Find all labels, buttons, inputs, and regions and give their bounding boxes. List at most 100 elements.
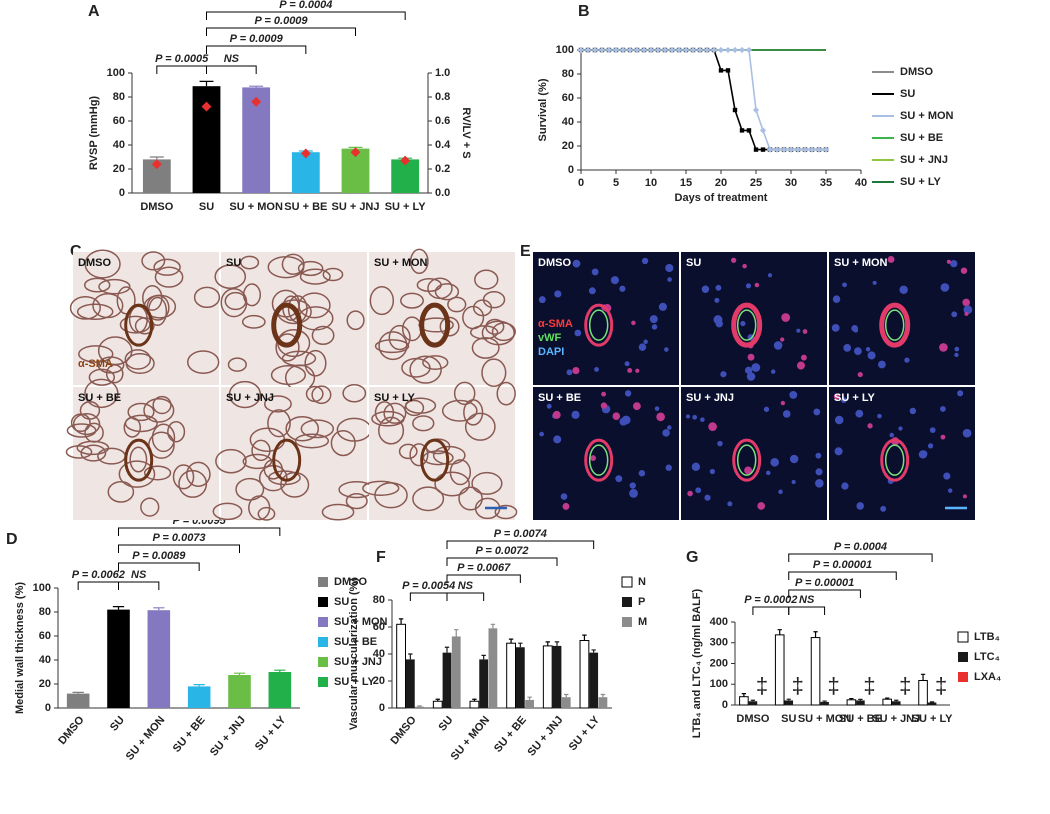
- vessel: [272, 438, 302, 482]
- error-bar: [822, 700, 827, 702]
- alveolus: [453, 381, 476, 406]
- error-bar: [600, 693, 606, 698]
- y-tick-label: 100: [556, 44, 574, 56]
- alveolus: [212, 502, 243, 521]
- significance-label: NS: [458, 580, 474, 592]
- alveolus: [116, 286, 136, 315]
- significance-bracket: [206, 11, 406, 20]
- nucleus: [796, 328, 801, 333]
- nucleus: [572, 366, 580, 375]
- significance-label: P = 0.0009: [254, 15, 308, 27]
- bar: [432, 700, 443, 709]
- alveolus: [118, 460, 156, 488]
- panel-letter: B: [578, 3, 590, 20]
- nucleus: [624, 390, 632, 397]
- y-tick-label: 100: [107, 67, 125, 79]
- alveolus: [172, 464, 195, 490]
- significance-bracket: [409, 592, 448, 601]
- alveolus: [83, 277, 111, 293]
- bar: [542, 645, 553, 709]
- alveolus: [297, 260, 324, 277]
- alveolus: [275, 333, 300, 362]
- nucleus: [742, 263, 747, 269]
- significance-label: P = 0.0062: [72, 569, 125, 581]
- point-marker: [739, 128, 745, 133]
- significance-bracket: [206, 27, 356, 36]
- tile-label: SU + MON: [834, 257, 888, 269]
- point-marker: [738, 46, 746, 54]
- bar: [810, 637, 821, 706]
- nucleus: [590, 455, 597, 462]
- x-axis-label: Days of treatment: [675, 192, 768, 204]
- significance-bracket: [206, 65, 257, 74]
- nucleus: [654, 406, 660, 411]
- nucleus: [624, 361, 630, 367]
- y2-tick-label: 0.0: [435, 187, 450, 199]
- nucleus: [619, 285, 626, 292]
- y2-tick-label: 0.2: [435, 163, 450, 175]
- tile-label: SU + BE: [78, 392, 121, 404]
- nucleus: [843, 344, 852, 352]
- significance-label: P = 0.0002: [744, 594, 797, 606]
- tile-label: DMSO: [538, 257, 571, 269]
- point-marker: [724, 46, 732, 54]
- x-tick-label: SU + JNJ: [208, 714, 248, 758]
- y-tick-label: 20: [39, 678, 51, 690]
- ratio-point: [300, 148, 311, 159]
- y2-tick-label: 0.8: [435, 91, 450, 103]
- x-tick-label: 40: [855, 177, 867, 189]
- legend-label: SU + BE: [900, 132, 943, 144]
- nucleus: [831, 323, 840, 332]
- x-tick-label: SU + LY: [567, 714, 603, 754]
- endothelium: [588, 309, 609, 341]
- point-marker: [753, 147, 759, 152]
- legend-swatch: [957, 631, 969, 643]
- nucleus: [744, 366, 753, 374]
- nucleus: [757, 502, 766, 510]
- nucleus: [947, 488, 953, 493]
- nucleus: [960, 267, 968, 274]
- nucleus: [946, 259, 951, 264]
- nucleus: [685, 414, 691, 419]
- nucleus: [701, 285, 710, 293]
- nucleus: [763, 406, 770, 412]
- bar: [147, 610, 171, 708]
- y-tick-label: 60: [113, 115, 125, 127]
- significance-label: NS: [799, 594, 815, 606]
- error-bar: [153, 607, 165, 611]
- endothelium: [588, 444, 609, 476]
- x-tick-label: 25: [750, 177, 762, 189]
- nucleus: [904, 357, 910, 363]
- nucleus: [747, 353, 755, 361]
- x-tick-label: 0: [578, 177, 584, 189]
- vessel: [584, 303, 614, 347]
- nucleus: [745, 283, 752, 289]
- tile-label: DMSO: [78, 257, 111, 269]
- alveolus: [186, 350, 220, 374]
- tile-label: SU: [686, 257, 701, 269]
- alveolus: [267, 255, 305, 279]
- nucleus: [695, 487, 702, 494]
- nucleus: [553, 435, 562, 444]
- y2-tick-label: 0.6: [435, 115, 450, 127]
- ratio-point: [201, 101, 212, 112]
- y-tick-label: 400: [710, 616, 728, 628]
- x-tick-label: SU + JNJ: [332, 201, 380, 213]
- alveolus: [311, 325, 335, 345]
- y-tick-label: 60: [562, 92, 574, 104]
- alveolus: [458, 486, 483, 511]
- error-bar: [249, 85, 264, 88]
- alveolus: [152, 395, 172, 415]
- alveolus: [80, 444, 107, 462]
- y-tick-label: 20: [113, 163, 125, 175]
- bar: [451, 636, 461, 708]
- legend-label: SU + MON: [334, 616, 388, 628]
- significance-bracket: [156, 65, 207, 74]
- x-tick-label: 10: [645, 177, 657, 189]
- y-axis-label: RVSP (mmHg): [88, 96, 100, 171]
- alveolus: [186, 461, 211, 487]
- alveolus: [412, 486, 445, 512]
- error-bar: [858, 698, 863, 701]
- panel-letter: E: [520, 243, 531, 260]
- legend-label: M: [638, 616, 647, 628]
